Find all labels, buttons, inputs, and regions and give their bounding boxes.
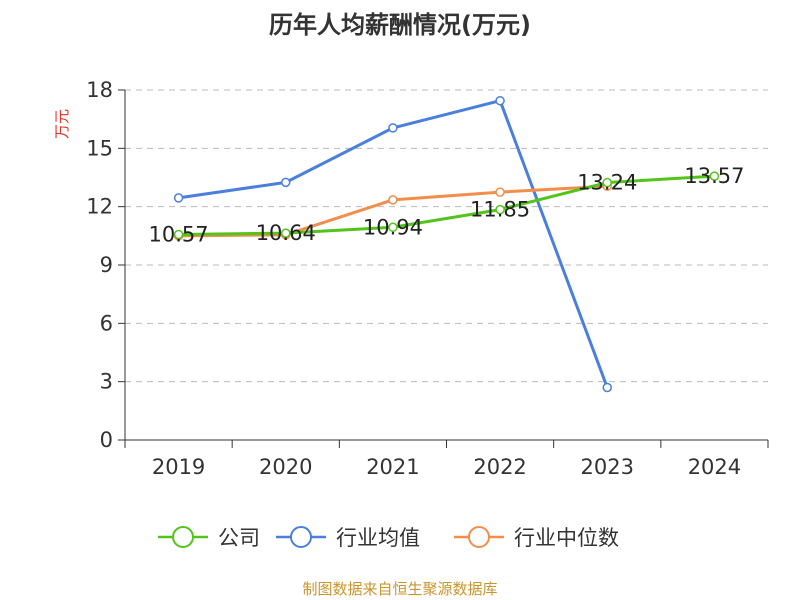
legend-marker [468,526,490,548]
series-lines [173,95,720,393]
data-point[interactable] [388,195,398,205]
y-axis-label: 万元 [53,109,71,139]
series-0 [173,171,720,240]
y-tick-label: 3 [100,370,113,394]
x-tick-label: 2024 [688,455,741,479]
y-tick-label: 18 [86,78,113,102]
data-point[interactable] [495,204,505,215]
legend-label: 行业均值 [336,526,420,550]
data-label: 10.64 [256,221,316,245]
legend-label: 公司 [218,526,260,550]
data-point[interactable] [388,222,398,233]
source-note: 制图数据来自恒生聚源数据库 [302,580,497,598]
y-tick-label: 0 [100,428,113,452]
data-label: 10.94 [363,215,423,239]
data-label: 10.57 [149,222,209,246]
data-labels: 10.57 10.64 10.94 11.85 13.24 13.57 [149,164,745,246]
data-point[interactable] [388,123,398,133]
data-point[interactable] [495,187,505,197]
x-tick-label: 2020 [259,455,312,479]
legend-label: 行业中位数 [514,526,619,550]
legend-marker [172,526,194,548]
y-tick-label: 9 [100,253,113,277]
data-point[interactable] [281,177,291,188]
legend[interactable]: 公司 行业均值 行业中位数 [158,526,619,550]
axes: 0 3 6 9 12 15 18 2019 2020 2021 2022 2023 2024 [86,78,769,479]
data-point[interactable] [173,193,184,203]
data-label: 13.24 [577,171,637,195]
series-line [178,174,715,236]
legend-item-0[interactable]: 公司 [158,526,260,550]
data-label: 11.85 [470,198,530,222]
x-tick-label: 2022 [473,455,526,479]
series-line [178,99,609,389]
x-tick-label: 2021 [366,455,419,479]
data-point[interactable] [709,171,720,181]
chart-title: 历年人均薪酬情况(万元) [269,11,531,39]
legend-item-2[interactable]: 行业中位数 [454,526,619,550]
data-point[interactable] [495,95,505,106]
data-point[interactable] [602,382,612,393]
legend-marker [290,526,312,548]
series-1 [173,95,612,393]
y-tick-label: 12 [86,195,113,219]
data-label: 13.57 [684,164,744,188]
y-tick-label: 6 [100,311,113,335]
data-point[interactable] [602,177,612,188]
legend-item-1[interactable]: 行业均值 [276,526,420,550]
grid-lines [125,89,768,383]
y-tick-label: 15 [86,136,113,160]
data-point[interactable] [281,228,291,238]
data-point[interactable] [173,229,184,240]
x-tick-label: 2019 [152,455,205,479]
x-tick-label: 2023 [581,455,634,479]
